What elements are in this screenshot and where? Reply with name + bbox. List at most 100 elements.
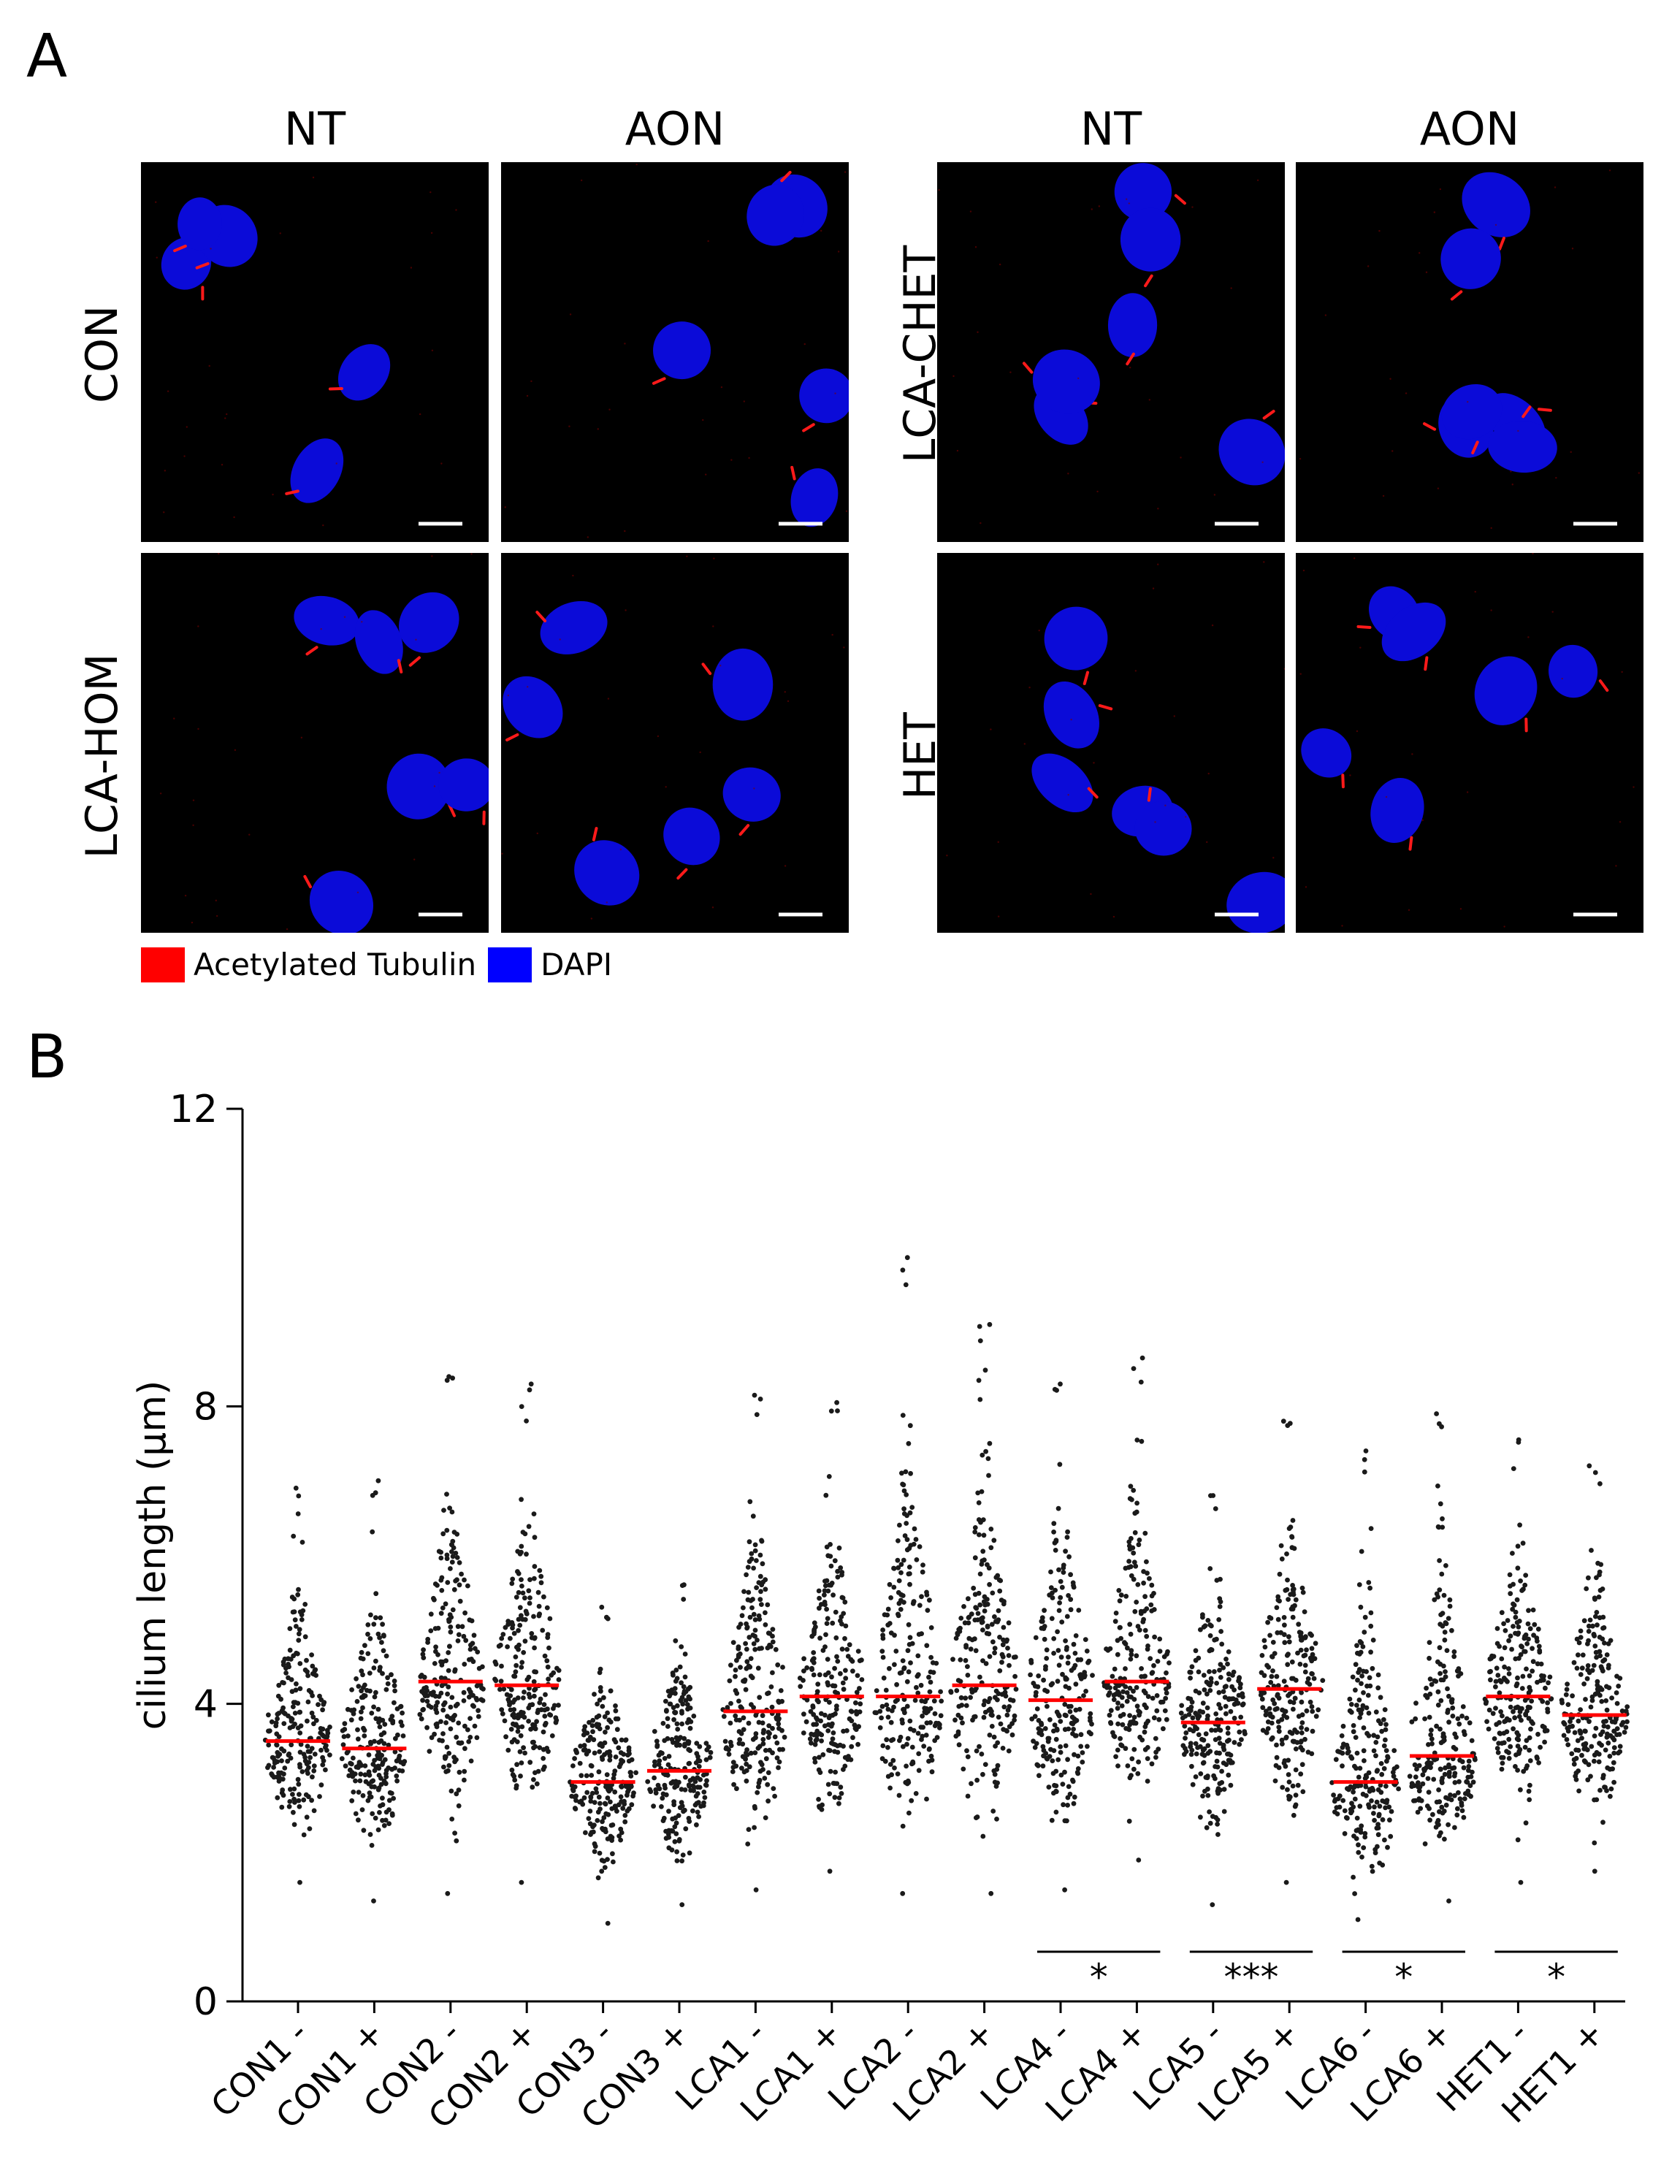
data-point xyxy=(990,1639,996,1645)
data-point xyxy=(813,1624,818,1630)
data-point xyxy=(1042,1726,1048,1731)
data-point xyxy=(1235,1700,1241,1706)
data-point xyxy=(1127,1622,1133,1627)
data-point xyxy=(1587,1617,1593,1623)
data-point xyxy=(1055,1679,1061,1684)
data-point xyxy=(977,1674,982,1680)
data-point xyxy=(598,1688,603,1694)
data-point xyxy=(839,1572,844,1578)
data-point xyxy=(616,1802,622,1808)
data-point xyxy=(1517,1522,1523,1528)
cilium-tubulin xyxy=(1598,679,1609,692)
data-point xyxy=(1286,1779,1292,1784)
data-point xyxy=(459,1571,464,1577)
data-point xyxy=(1530,1646,1535,1652)
data-point xyxy=(466,1739,472,1744)
data-point xyxy=(1217,1750,1222,1756)
background-speckle xyxy=(1009,371,1012,373)
background-speckle xyxy=(572,574,574,577)
data-point xyxy=(396,1756,402,1761)
data-point xyxy=(1044,1647,1050,1653)
data-point xyxy=(380,1622,385,1627)
data-point xyxy=(985,1562,990,1568)
background-speckle xyxy=(415,638,417,641)
background-speckle xyxy=(1023,743,1026,745)
data-point xyxy=(885,1714,891,1720)
data-point xyxy=(1200,1709,1206,1715)
cilium-tubulin xyxy=(676,868,688,880)
data-point xyxy=(1151,1715,1157,1721)
data-point xyxy=(529,1631,535,1636)
data-point xyxy=(1063,1676,1069,1682)
data-point xyxy=(1372,1817,1377,1823)
data-point xyxy=(1088,1718,1093,1723)
data-point xyxy=(1594,1575,1599,1581)
data-point xyxy=(1413,1700,1419,1706)
data-point xyxy=(1150,1670,1156,1675)
data-point xyxy=(1118,1676,1123,1681)
data-point xyxy=(985,1623,990,1629)
data-point xyxy=(663,1792,669,1798)
data-point xyxy=(1350,1674,1356,1680)
data-point xyxy=(1437,1421,1442,1427)
background-speckle xyxy=(1128,202,1131,205)
data-point xyxy=(1357,1639,1363,1644)
data-point xyxy=(1193,1657,1199,1663)
data-point xyxy=(1118,1592,1124,1598)
data-point xyxy=(444,1552,450,1558)
data-point xyxy=(980,1517,986,1522)
data-point xyxy=(1045,1703,1050,1709)
data-point xyxy=(1444,1648,1450,1653)
data-point xyxy=(1053,1548,1058,1553)
row-label-con: CON xyxy=(77,305,128,404)
data-point xyxy=(749,1605,755,1611)
data-point xyxy=(972,1555,978,1561)
data-point xyxy=(1164,1652,1169,1657)
data-point xyxy=(1210,1814,1215,1820)
data-point xyxy=(449,1559,455,1565)
data-point xyxy=(1061,1570,1066,1575)
data-point xyxy=(1123,1746,1129,1752)
data-point xyxy=(743,1756,748,1762)
data-point xyxy=(905,1648,911,1654)
cilium-tubulin xyxy=(173,244,187,253)
data-point xyxy=(1111,1697,1117,1703)
data-point xyxy=(1268,1616,1274,1621)
data-point xyxy=(831,1730,836,1736)
data-point xyxy=(392,1765,397,1771)
data-point xyxy=(348,1708,354,1713)
data-point xyxy=(1213,1506,1218,1511)
data-point xyxy=(526,1588,532,1594)
data-point xyxy=(450,1375,455,1381)
panel-b-label: B xyxy=(26,1023,68,1092)
data-point xyxy=(623,1737,629,1743)
data-point xyxy=(686,1761,692,1766)
data-point xyxy=(1283,1734,1289,1740)
data-point xyxy=(980,1452,985,1458)
data-point xyxy=(1594,1610,1600,1615)
data-point xyxy=(1528,1726,1533,1732)
data-point xyxy=(972,1530,978,1535)
data-point xyxy=(625,1784,630,1790)
data-point xyxy=(556,1703,561,1708)
data-point xyxy=(1052,1386,1058,1392)
data-point xyxy=(422,1693,428,1699)
data-point xyxy=(276,1770,281,1776)
data-point xyxy=(752,1750,758,1755)
data-point xyxy=(1340,1763,1345,1769)
background-speckle xyxy=(335,462,337,465)
background-speckle xyxy=(1191,206,1194,208)
data-point xyxy=(727,1678,733,1684)
data-point xyxy=(697,1784,703,1790)
data-point xyxy=(1276,1765,1282,1771)
data-point xyxy=(373,1658,378,1664)
data-point xyxy=(744,1761,749,1767)
data-point xyxy=(991,1538,997,1543)
data-point xyxy=(1001,1704,1007,1710)
data-point xyxy=(1596,1595,1602,1600)
y-tick-label: 4 xyxy=(194,1683,218,1727)
data-point xyxy=(889,1708,895,1714)
data-point xyxy=(1362,1834,1368,1840)
panel-a-legend: Acetylated Tubulin DAPI xyxy=(141,947,624,982)
data-point xyxy=(1354,1643,1359,1649)
